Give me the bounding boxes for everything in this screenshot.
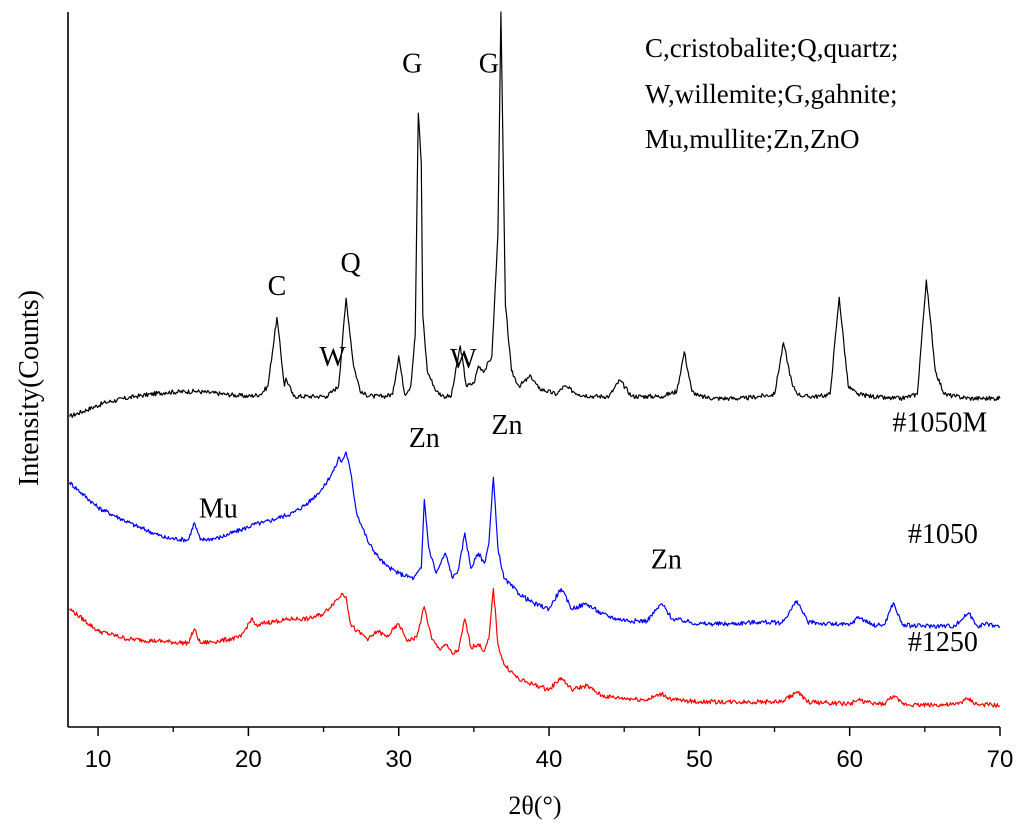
x-tick-label: 70 [987, 746, 1014, 773]
x-tick-label: 10 [85, 746, 112, 773]
sample-label: #1050 [908, 519, 978, 550]
annotation-layer: C W Q G W G Mu Zn Zn Zn #1050M #1050 #1250 [199, 49, 988, 659]
legend-line-2: W,willemite;G,gahnite; [645, 79, 897, 109]
peak-label: Zn [491, 410, 522, 441]
peak-label: Q [340, 248, 360, 279]
peak-label: Zn [409, 423, 440, 454]
peak-label: Mu [199, 494, 238, 525]
legend-line-1: C,cristobalite;Q,quartz; [645, 33, 898, 63]
sample-label: #1050M [892, 408, 987, 439]
legend-line-3: Mu,mullite;Zn,ZnO [645, 124, 859, 154]
x-tick-label: 20 [235, 746, 262, 773]
x-tick-label: 30 [385, 746, 412, 773]
series-line-1250 [68, 587, 1001, 708]
x-tick-label: 50 [686, 746, 713, 773]
x-tick-label: 40 [536, 746, 563, 773]
series-line-1050m [68, 11, 1001, 419]
peak-label: W [319, 342, 346, 373]
legend-box: C,cristobalite;Q,quartz; W,willemite;G,g… [645, 33, 898, 154]
peak-label: Zn [651, 544, 682, 575]
sample-label: #1250 [908, 627, 978, 658]
peak-label: G [479, 49, 499, 80]
peak-label: G [402, 49, 422, 80]
series-line-1050 [68, 451, 1001, 629]
peak-label: C [268, 271, 287, 302]
y-axis-label: Intensity(Counts) [14, 290, 45, 486]
peak-label: W [450, 344, 477, 375]
x-tick-label: 60 [836, 746, 863, 773]
axes-layer: 10 20 30 40 50 60 70 [67, 12, 1014, 773]
series-layer [68, 11, 1001, 708]
x-axis-label: 2θ(°) [508, 791, 561, 820]
